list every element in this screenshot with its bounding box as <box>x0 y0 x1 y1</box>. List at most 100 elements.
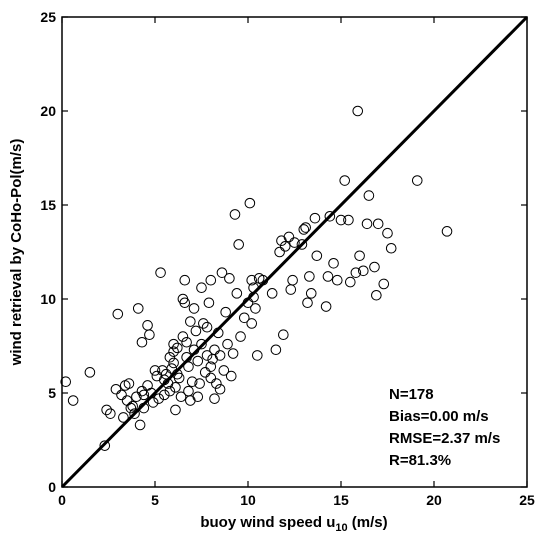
data-point <box>84 367 96 378</box>
stat-r: R=81.3% <box>389 452 451 469</box>
data-point <box>116 389 127 401</box>
data-point <box>212 327 224 339</box>
data-point <box>441 226 453 237</box>
data-point <box>153 393 165 404</box>
data-point <box>320 301 332 312</box>
data-point <box>155 267 166 278</box>
data-point <box>105 408 116 419</box>
stat-rmse: RMSE=2.37 m/s <box>389 430 500 447</box>
data-point <box>246 274 258 286</box>
data-point <box>183 385 194 397</box>
plot-frame <box>61 16 528 488</box>
y-tick-label: 25 <box>40 9 56 25</box>
data-point <box>203 297 215 309</box>
data-point <box>179 297 191 309</box>
data-point <box>296 239 308 250</box>
x-tick-label: 5 <box>151 492 159 508</box>
data-point <box>300 222 311 233</box>
data-point <box>214 383 226 395</box>
data-point <box>225 370 237 382</box>
data-point <box>159 374 170 386</box>
data-point <box>345 276 356 288</box>
y-axis-title: wind retrieval by CoHo-Pol(m/s) <box>8 139 25 367</box>
data-point <box>235 331 246 342</box>
data-point <box>136 336 148 348</box>
data-point <box>244 197 256 209</box>
data-point <box>132 303 144 314</box>
data-point <box>304 271 315 282</box>
data-point <box>168 357 179 369</box>
data-point <box>177 331 189 342</box>
data-point <box>170 382 181 393</box>
data-point <box>199 367 211 378</box>
data-point <box>216 267 228 278</box>
data-point <box>166 363 178 374</box>
y-tick-label: 20 <box>40 103 56 119</box>
x-tick-label: 25 <box>519 492 535 508</box>
data-point <box>129 408 140 419</box>
data-point <box>131 391 142 403</box>
data-point <box>224 273 235 284</box>
data-point <box>335 214 347 226</box>
data-point <box>201 350 213 361</box>
data-point <box>250 303 261 314</box>
x-axis-title-unit: (m/s) <box>348 514 388 531</box>
data-point <box>229 209 241 220</box>
data-point <box>257 274 269 286</box>
data-point <box>112 308 124 320</box>
data-point <box>328 257 339 269</box>
data-point <box>205 361 217 372</box>
data-point <box>144 329 155 341</box>
data-point <box>251 350 263 361</box>
data-point <box>311 250 323 262</box>
data-point <box>198 318 209 329</box>
x-axis-title-subscript: 10 <box>335 522 347 534</box>
data-point <box>205 372 217 384</box>
y-tick-label: 10 <box>40 291 56 307</box>
x-tick-label: 20 <box>426 492 442 508</box>
data-point <box>175 391 187 403</box>
data-point <box>242 297 254 309</box>
data-point <box>170 404 181 416</box>
data-point <box>188 344 200 356</box>
data-point <box>209 393 220 404</box>
data-point <box>151 370 163 382</box>
y-tick-label: 15 <box>40 197 56 213</box>
data-point <box>142 380 153 391</box>
data-point <box>101 404 112 416</box>
data-point <box>411 175 423 186</box>
data-point <box>209 344 220 356</box>
data-point <box>227 348 239 359</box>
data-point <box>149 365 161 376</box>
data-point <box>339 175 351 186</box>
data-point <box>382 227 393 239</box>
data-point <box>305 288 317 299</box>
data-point <box>274 246 285 258</box>
x-tick-label: 0 <box>58 492 66 508</box>
data-point <box>331 274 343 286</box>
data-point <box>279 241 291 252</box>
data-point <box>231 288 243 299</box>
data-point <box>110 383 122 395</box>
data-point <box>358 265 369 277</box>
data-point <box>99 440 111 451</box>
data-point <box>218 365 230 376</box>
x-axis-title: buoy wind speed u10 (m/s) <box>200 514 387 534</box>
data-point <box>118 412 129 423</box>
stat-n: N=178 <box>389 386 434 403</box>
y-tick-label: 0 <box>48 479 56 495</box>
data-point <box>378 278 390 290</box>
data-point <box>196 282 207 294</box>
data-point <box>372 218 384 230</box>
data-point <box>283 231 295 243</box>
data-point <box>248 282 259 294</box>
data-point <box>192 391 204 403</box>
data-point <box>190 325 202 337</box>
data-point <box>322 271 334 282</box>
data-point <box>123 378 135 389</box>
data-point <box>134 419 146 431</box>
data-point <box>172 342 183 354</box>
x-tick-label: 10 <box>240 492 256 508</box>
data-point <box>125 402 137 414</box>
